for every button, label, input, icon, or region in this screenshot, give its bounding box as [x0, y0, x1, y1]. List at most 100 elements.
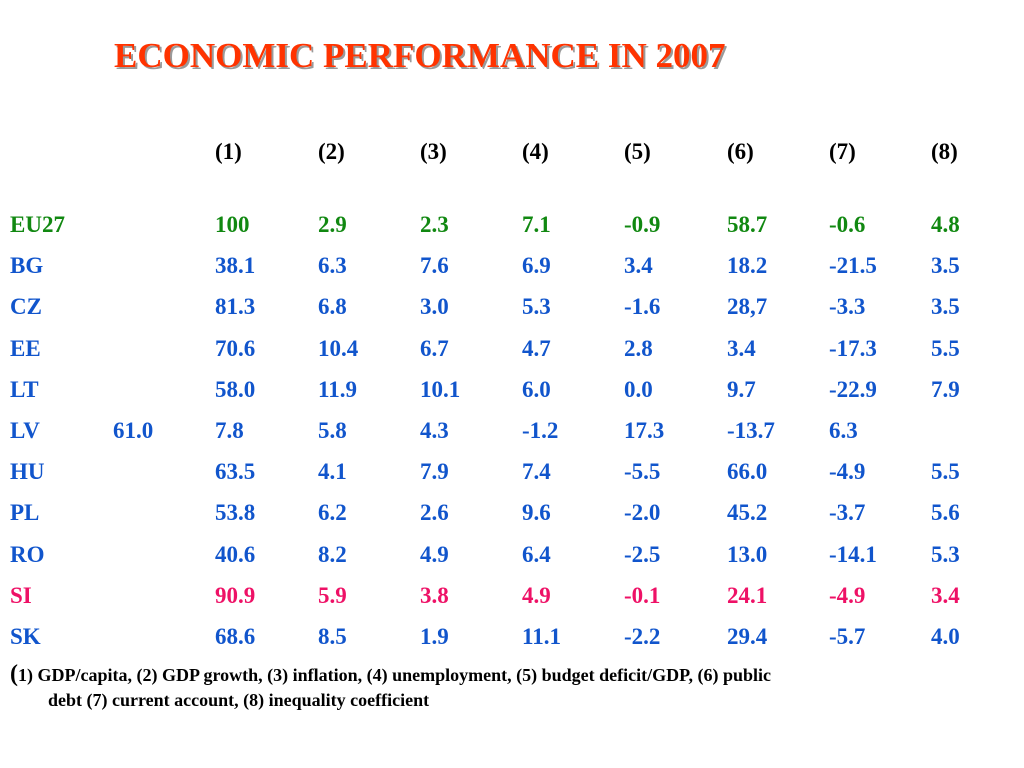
- table-cell: 5.6: [931, 500, 960, 525]
- table-cell: 4.7: [522, 336, 551, 361]
- table-cell: 2.3: [420, 212, 449, 237]
- table-cell: 81.3: [215, 294, 256, 319]
- table-cell: 9.7: [727, 377, 756, 402]
- table-cell: 70.6: [215, 336, 256, 361]
- table-cell: 6.0: [522, 377, 551, 402]
- table-cell: 4.1: [318, 459, 347, 484]
- table-cell: 6.8: [318, 294, 347, 319]
- table-cell: 38.1: [215, 253, 256, 278]
- table-cell: 6.7: [420, 336, 449, 361]
- table-cell: 100: [215, 212, 250, 237]
- table-cell: 5.5: [931, 336, 960, 361]
- table-cell: 2.9: [318, 212, 347, 237]
- table-cell: 10.4: [318, 336, 359, 361]
- table-cell: 18.2: [727, 253, 768, 278]
- table-cell: 4.3: [420, 418, 449, 443]
- table-cell: 53.8: [215, 500, 256, 525]
- table-cell: 3.4: [931, 583, 960, 608]
- table-cell: 2.8: [624, 336, 653, 361]
- footnote-open-paren: (: [10, 661, 18, 687]
- table-cell: 8.2: [318, 542, 347, 567]
- column-header: (1): [215, 139, 242, 164]
- column-header: (3): [420, 139, 447, 164]
- table-cell: 5.3: [522, 294, 551, 319]
- column-header: (4): [522, 139, 549, 164]
- table-cell: 4.9: [420, 542, 449, 567]
- row-label: EE: [10, 336, 41, 361]
- table-cell: -2.0: [624, 500, 661, 525]
- column-header: (8): [931, 139, 958, 164]
- table-cell: 7.4: [522, 459, 551, 484]
- row-label: SK: [10, 624, 41, 649]
- table-cell: 58.7: [727, 212, 768, 237]
- table-cell: -5.5: [624, 459, 661, 484]
- table-cell: 4.0: [931, 624, 960, 649]
- column-header: (7): [829, 139, 856, 164]
- row-extra-value: 61.0: [113, 418, 154, 443]
- table-cell: 6.9: [522, 253, 551, 278]
- column-header: (6): [727, 139, 754, 164]
- table-cell: 10.1: [420, 377, 461, 402]
- table-cell: 8.5: [318, 624, 347, 649]
- table-cell: 4.8: [931, 212, 960, 237]
- table-cell: 66.0: [727, 459, 768, 484]
- table-cell: 0.0: [624, 377, 653, 402]
- table-cell: 63.5: [215, 459, 256, 484]
- table-cell: -0.9: [624, 212, 661, 237]
- table-cell: 5.9: [318, 583, 347, 608]
- table-cell: 3.5: [931, 294, 960, 319]
- table-cell: 17.3: [624, 418, 665, 443]
- table-cell: 11.1: [522, 624, 561, 649]
- table-cell: 7.9: [931, 377, 960, 402]
- table-cell: 4.9: [522, 583, 551, 608]
- table-cell: 7.1: [522, 212, 551, 237]
- page-title: ECONOMIC PERFORMANCE IN 2007: [114, 36, 726, 75]
- column-header: (5): [624, 139, 651, 164]
- table-cell: -0.1: [624, 583, 661, 608]
- table-cell: 5.8: [318, 418, 347, 443]
- table-cell: 13.0: [727, 542, 768, 567]
- column-header: (2): [318, 139, 345, 164]
- row-label: BG: [10, 253, 44, 278]
- row-label: LV: [10, 418, 40, 443]
- table-cell: 2.6: [420, 500, 449, 525]
- footnote-line-1: 1) GDP/capita, (2) GDP growth, (3) infla…: [18, 665, 771, 685]
- table-cell: -4.9: [829, 583, 866, 608]
- table-cell: 58.0: [215, 377, 256, 402]
- table-cell: 3.4: [624, 253, 653, 278]
- table-cell: 6.2: [318, 500, 347, 525]
- row-label: SI: [10, 583, 32, 608]
- table-cell: 6.3: [829, 418, 858, 443]
- table-cell: 11.9: [318, 377, 357, 402]
- table-cell: -2.2: [624, 624, 661, 649]
- table-cell: 24.1: [727, 583, 768, 608]
- table-cell: -0.6: [829, 212, 866, 237]
- table-cell: 28,7: [727, 294, 768, 319]
- table-cell: 1.9: [420, 624, 449, 649]
- table-cell: -3.3: [829, 294, 866, 319]
- table-cell: 90.9: [215, 583, 256, 608]
- table-cell: 5.3: [931, 542, 960, 567]
- row-label: EU27: [10, 212, 65, 237]
- table-cell: 5.5: [931, 459, 960, 484]
- table-cell: -13.7: [727, 418, 775, 443]
- footnote-line-2: debt (7) current account, (8) inequality…: [48, 690, 430, 710]
- table-cell: 40.6: [215, 542, 256, 567]
- table-cell: 3.5: [931, 253, 960, 278]
- table-cell: 7.8: [215, 418, 244, 443]
- table-cell: 7.9: [420, 459, 449, 484]
- table-cell: 9.6: [522, 500, 551, 525]
- row-label: PL: [10, 500, 40, 525]
- table-cell: -21.5: [829, 253, 877, 278]
- table-cell: 68.6: [215, 624, 256, 649]
- table-cell: 3.8: [420, 583, 449, 608]
- row-label: CZ: [10, 294, 42, 319]
- table-cell: 6.4: [522, 542, 551, 567]
- row-label: RO: [10, 542, 45, 567]
- table-cell: 7.6: [420, 253, 449, 278]
- table-cell: -17.3: [829, 336, 877, 361]
- table-cell: 45.2: [727, 500, 768, 525]
- table-cell: -2.5: [624, 542, 661, 567]
- footnote: (1) GDP/capita, (2) GDP growth, (3) infl…: [10, 662, 1010, 713]
